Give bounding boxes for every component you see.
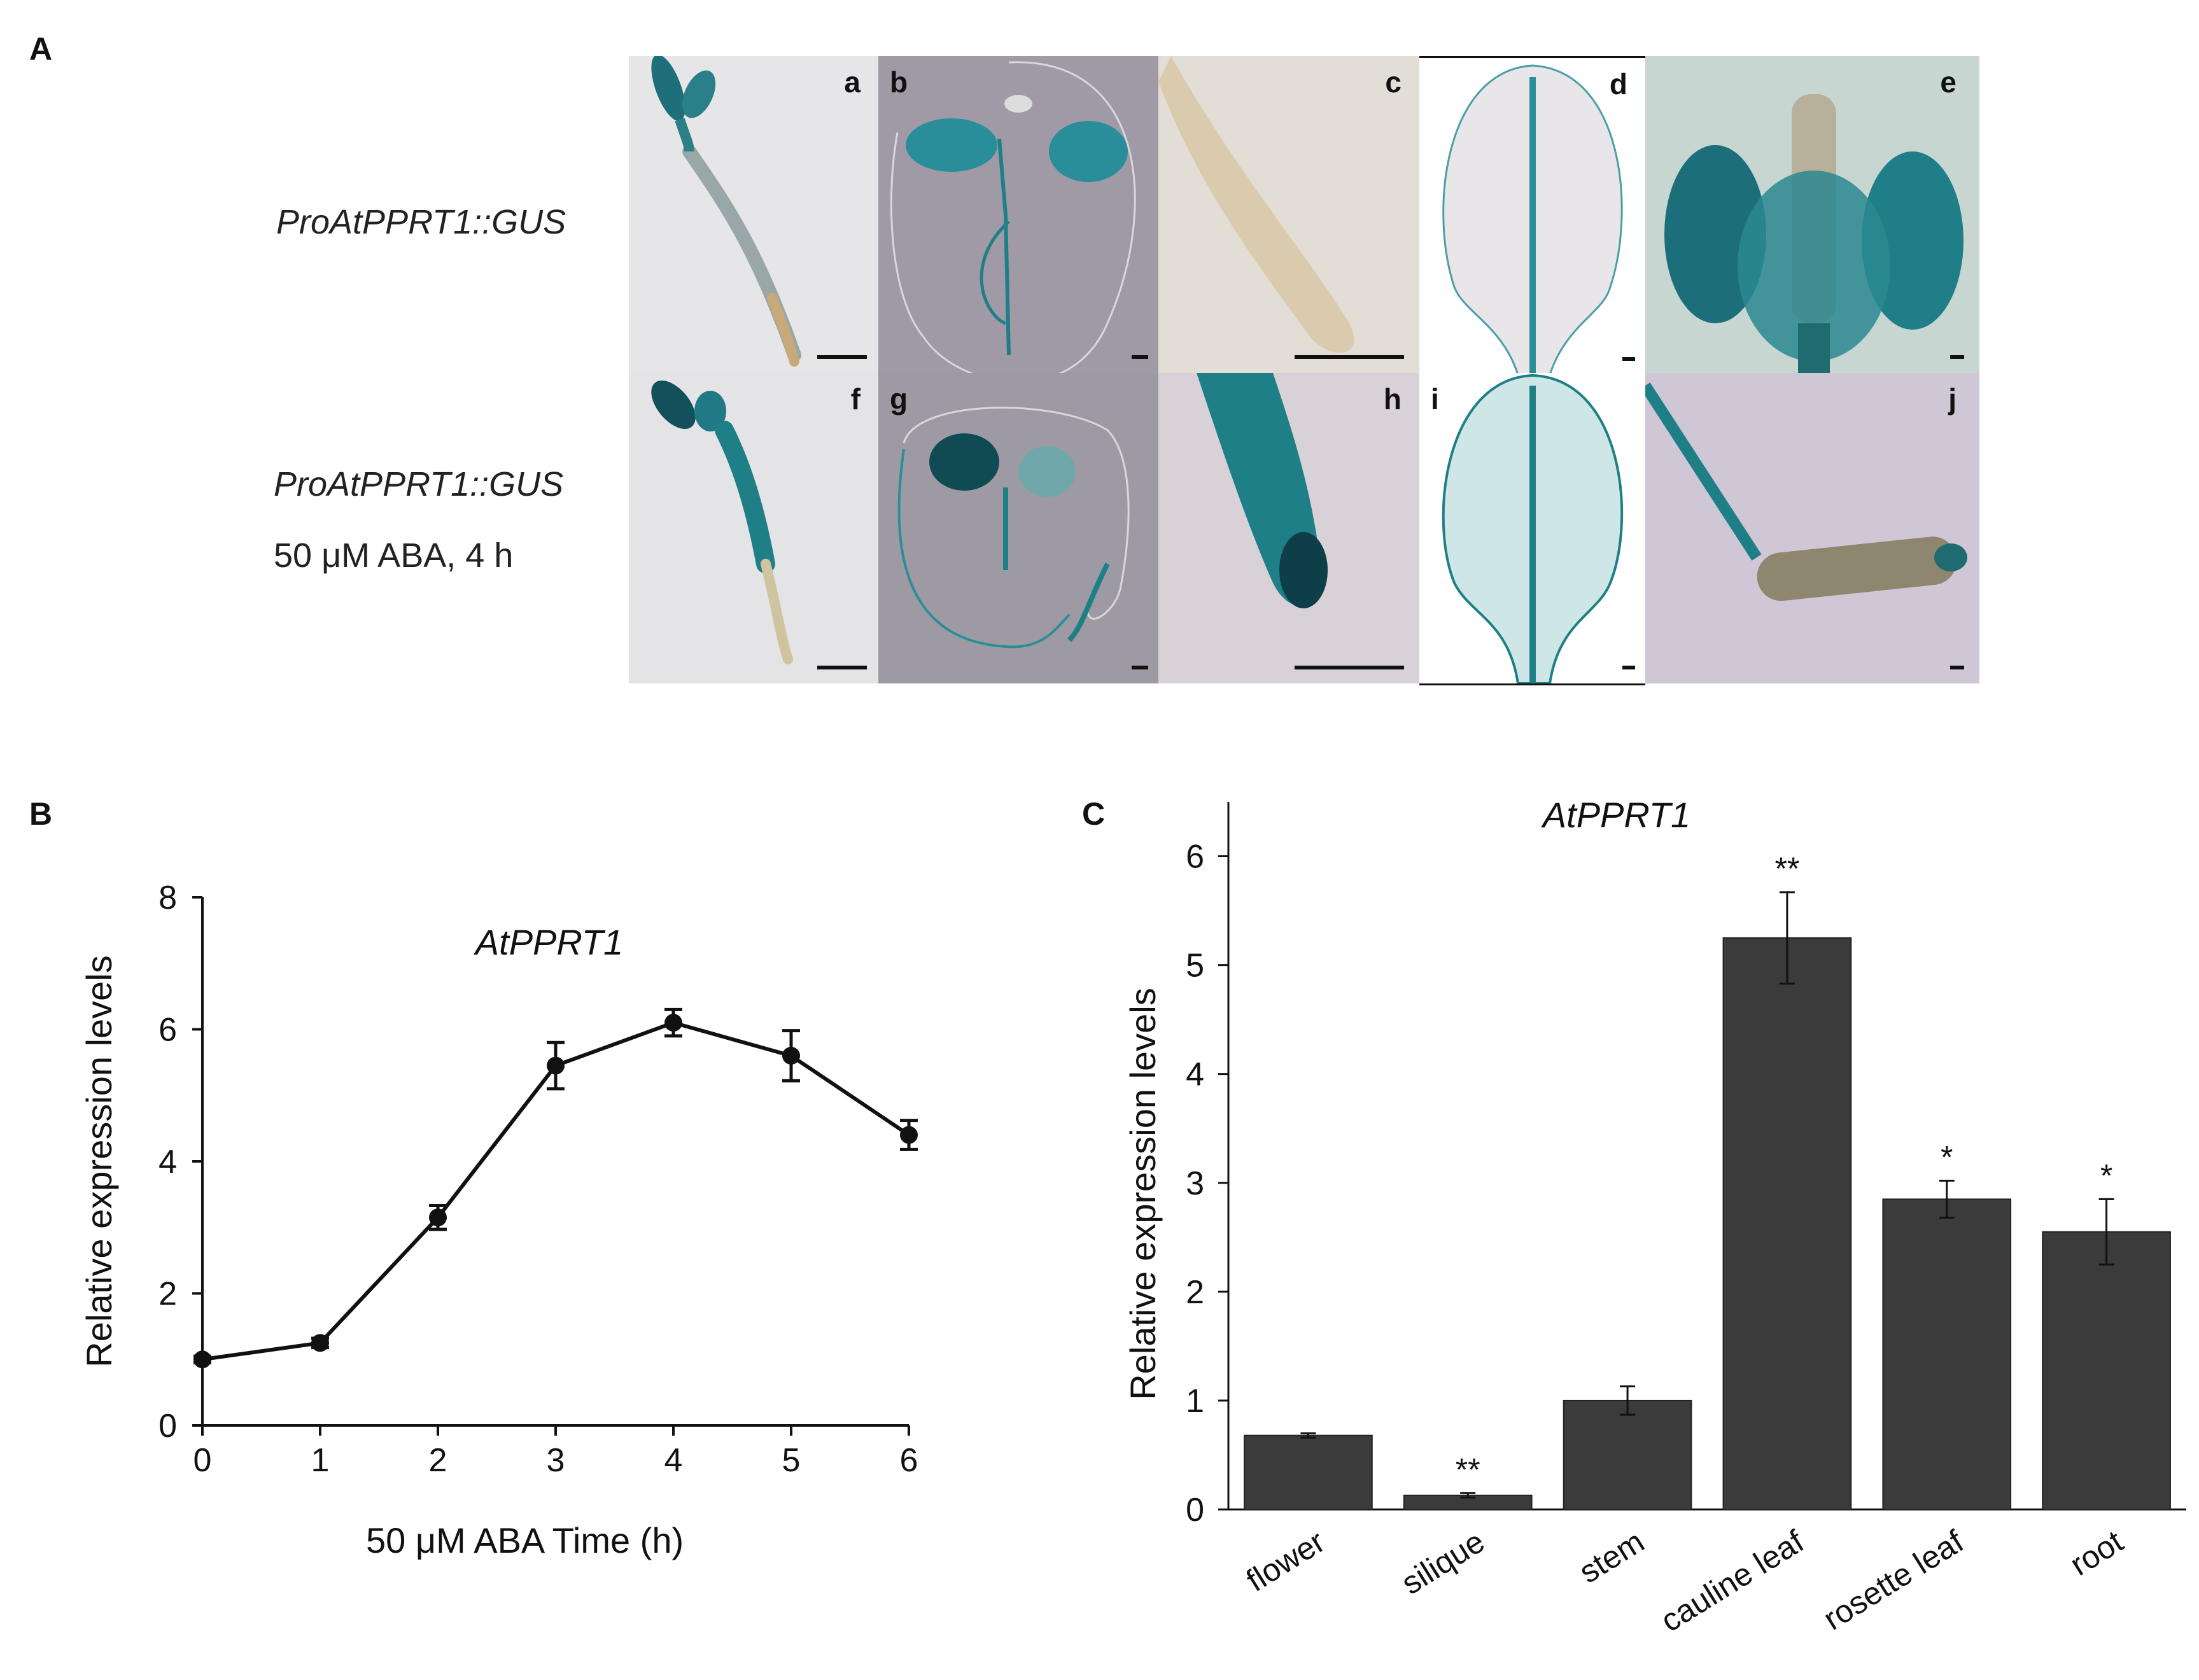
bar bbox=[1882, 1198, 2012, 1511]
x-tick-label: cauline leaf bbox=[1655, 1523, 1810, 1639]
data-point bbox=[193, 1350, 211, 1369]
photo-g-seedling: g bbox=[878, 373, 1158, 683]
photo-c-root-tip: c bbox=[1158, 56, 1419, 373]
data-point bbox=[311, 1334, 329, 1352]
seedling-drawing bbox=[651, 380, 793, 664]
photo-letter-c: c bbox=[1385, 66, 1402, 99]
x-tick-label: flower bbox=[1240, 1523, 1331, 1599]
significance-label: * bbox=[1941, 1139, 1953, 1175]
photo-letter-i: i bbox=[1431, 382, 1439, 416]
photo-h-root-tip: h bbox=[1158, 373, 1419, 683]
y-tick-label: 5 bbox=[1186, 948, 1204, 984]
root-tip-drawing bbox=[1197, 373, 1328, 608]
scale-bar bbox=[1132, 666, 1148, 669]
data-point bbox=[429, 1208, 447, 1227]
y-tick-label: 4 bbox=[158, 1144, 177, 1180]
photo-a-seedling: a bbox=[629, 56, 878, 373]
chart-title: AtPPRT1 bbox=[1541, 795, 1690, 835]
scale-bar bbox=[1295, 666, 1404, 669]
y-tick-label: 6 bbox=[1186, 839, 1204, 876]
data-point bbox=[900, 1126, 918, 1144]
x-tick-label: 3 bbox=[547, 1442, 565, 1479]
seedling-drawing bbox=[890, 61, 1136, 373]
x-tick-label: 6 bbox=[900, 1442, 918, 1479]
photo-letter-b: b bbox=[890, 66, 908, 99]
scale-bar bbox=[817, 355, 867, 359]
photo-b-seedling: b bbox=[878, 56, 1158, 373]
x-tick-label: rosette leaf bbox=[1817, 1523, 1970, 1637]
scale-bar bbox=[1622, 666, 1635, 669]
photo-f-seedling: f bbox=[629, 373, 878, 683]
y-tick-label: 3 bbox=[1186, 1165, 1204, 1202]
x-tick-label: 1 bbox=[311, 1442, 330, 1479]
x-tick-label: root bbox=[2064, 1523, 2130, 1583]
data-point bbox=[782, 1047, 800, 1065]
photo-letter-d: d bbox=[1609, 67, 1627, 101]
photo-d-leaf: d bbox=[1419, 56, 1645, 375]
y-axis-label: Relative expression levels bbox=[1123, 988, 1163, 1399]
flower-drawing bbox=[1664, 94, 1964, 373]
y-tick-label: 8 bbox=[158, 879, 177, 916]
y-tick-label: 2 bbox=[1186, 1274, 1204, 1311]
significance-label: ** bbox=[1456, 1452, 1480, 1487]
significance-label: * bbox=[2100, 1158, 2112, 1193]
leaf-drawing bbox=[1442, 374, 1624, 683]
x-tick-label: 0 bbox=[193, 1442, 212, 1479]
x-tick-label: stem bbox=[1573, 1523, 1650, 1590]
leaf-drawing bbox=[1442, 64, 1623, 375]
y-tick-label: 1 bbox=[1186, 1383, 1204, 1420]
panel-label-c: C bbox=[1082, 796, 1106, 832]
y-tick-label: 0 bbox=[1186, 1492, 1204, 1529]
seedling-drawing bbox=[897, 407, 1130, 648]
scale-bar bbox=[1622, 357, 1635, 361]
data-point bbox=[664, 1014, 682, 1032]
data-point bbox=[547, 1056, 565, 1075]
photo-letter-j: j bbox=[1948, 382, 1957, 416]
silique-drawing bbox=[1645, 382, 1967, 601]
panel-label-b: B bbox=[29, 796, 53, 832]
x-axis-label: 50 μM ABA Time (h) bbox=[366, 1520, 684, 1560]
bar bbox=[1722, 937, 1852, 1511]
y-axis-label: Relative expression levels bbox=[79, 955, 119, 1367]
photo-letter-g: g bbox=[890, 382, 908, 416]
scale-bar bbox=[1132, 355, 1148, 359]
y-tick-label: 4 bbox=[1186, 1056, 1204, 1093]
scale-bar bbox=[817, 666, 867, 669]
row2-genotype-label: ProAtPPRT1::GUS bbox=[274, 465, 564, 503]
photo-i-leaf: i bbox=[1419, 373, 1645, 685]
row1-genotype-label: ProAtPPRT1::GUS bbox=[276, 203, 566, 241]
root-tip-drawing bbox=[1158, 56, 1354, 353]
photo-letter-f: f bbox=[850, 382, 861, 416]
x-tick-label: 4 bbox=[664, 1442, 683, 1479]
photo-letter-h: h bbox=[1383, 382, 1402, 416]
scale-bar bbox=[1950, 355, 1964, 359]
y-tick-label: 6 bbox=[158, 1012, 177, 1049]
y-tick-label: 0 bbox=[158, 1408, 177, 1445]
x-tick-label: 2 bbox=[429, 1442, 447, 1479]
x-tick-label: silique bbox=[1395, 1523, 1491, 1602]
photo-letter-a: a bbox=[844, 66, 861, 99]
bar bbox=[2042, 1231, 2171, 1510]
y-tick-label: 2 bbox=[158, 1276, 177, 1313]
photo-j-silique: j bbox=[1645, 373, 1979, 683]
bar bbox=[1244, 1434, 1373, 1510]
chart-title: AtPPRT1 bbox=[474, 922, 623, 962]
line-chart: 0 2 4 6 8 0 1 2 3 4 5 6 AtPPRT1 50 μM ABA Time (h) Rel… bbox=[79, 879, 918, 1560]
seedling-drawing bbox=[651, 56, 801, 367]
bar bbox=[1563, 1399, 1692, 1511]
scale-bar bbox=[1295, 355, 1404, 359]
bar-chart: 0 1 2 3 4 5 6 AtPPRT1 Relative expression levels… bbox=[1123, 795, 2186, 1639]
x-tick-label: 5 bbox=[782, 1442, 801, 1479]
significance-label: ** bbox=[1774, 851, 1799, 886]
row2-treatment-label: 50 μM ABA, 4 h bbox=[274, 536, 514, 575]
photo-e-flower: e bbox=[1645, 56, 1979, 373]
scale-bar bbox=[1950, 666, 1964, 669]
panel-label-a: A bbox=[29, 31, 53, 67]
photo-letter-e: e bbox=[1940, 66, 1957, 99]
